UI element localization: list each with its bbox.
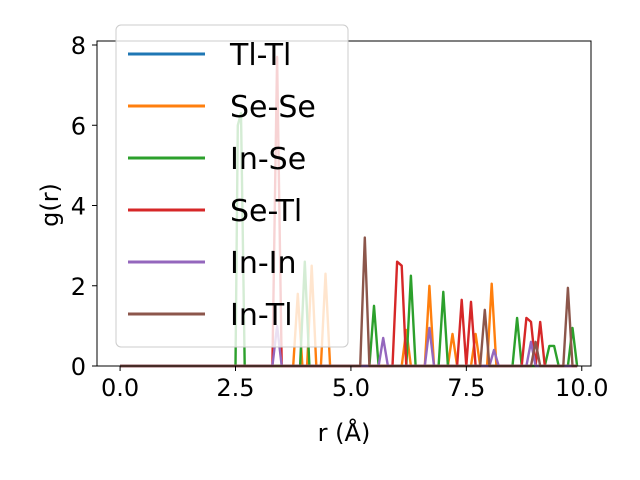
y-tick-label: 4 [71, 193, 86, 221]
legend-label: Tl-Tl [229, 38, 291, 73]
y-axis-ticks: 0 2 4 6 8 [71, 32, 97, 381]
x-axis-ticks: 0.0 2.5 5.0 7.5 10.0 [101, 366, 608, 402]
legend-label: Se-Tl [230, 194, 302, 229]
x-tick-label: 10.0 [555, 374, 608, 402]
x-tick-label: 7.5 [447, 374, 485, 402]
y-axis-label: g(r) [36, 183, 64, 227]
x-axis-label: r (Å) [318, 418, 371, 447]
x-tick-label: 2.5 [216, 374, 254, 402]
legend-label: In-Tl [230, 298, 293, 333]
y-tick-label: 6 [71, 112, 86, 140]
y-tick-label: 8 [71, 32, 86, 60]
legend: Tl-Tl Se-Se In-Se Se-Tl In-In In-Tl [115, 24, 349, 348]
x-tick-label: 0.0 [101, 374, 139, 402]
legend-label: In-In [230, 246, 297, 281]
y-tick-label: 2 [71, 273, 86, 301]
legend-label: In-Se [230, 142, 306, 177]
x-tick-label: 5.0 [332, 374, 370, 402]
legend-label: Se-Se [230, 90, 316, 125]
series-line-in-in [120, 324, 578, 368]
y-tick-label: 0 [71, 353, 86, 381]
